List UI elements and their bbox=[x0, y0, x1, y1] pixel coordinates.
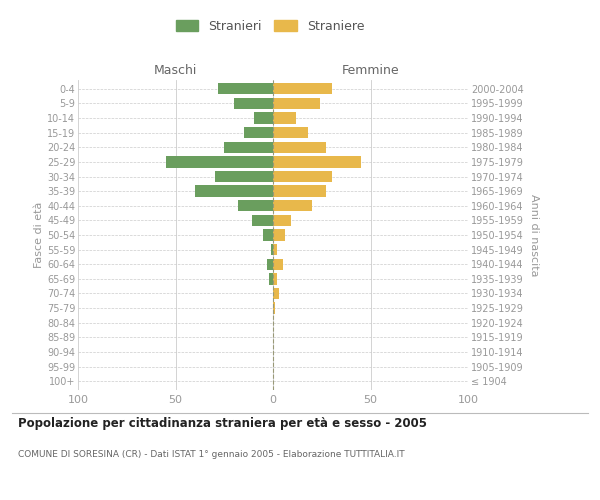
Bar bbox=[215, 171, 273, 182]
Bar bbox=[166, 156, 273, 168]
Bar bbox=[273, 244, 277, 256]
Bar bbox=[269, 273, 273, 284]
Bar bbox=[273, 302, 275, 314]
Bar bbox=[273, 156, 361, 168]
Bar bbox=[244, 127, 273, 138]
Bar bbox=[251, 214, 273, 226]
Y-axis label: Fasce di età: Fasce di età bbox=[34, 202, 44, 268]
Bar bbox=[273, 83, 331, 94]
Bar bbox=[273, 186, 326, 197]
Bar bbox=[273, 230, 285, 240]
Bar bbox=[218, 83, 273, 94]
Bar bbox=[271, 244, 273, 256]
Bar bbox=[263, 230, 273, 240]
Bar bbox=[273, 214, 290, 226]
Bar bbox=[273, 273, 277, 284]
Bar bbox=[254, 112, 273, 124]
Bar bbox=[273, 258, 283, 270]
Text: COMUNE DI SORESINA (CR) - Dati ISTAT 1° gennaio 2005 - Elaborazione TUTTITALIA.I: COMUNE DI SORESINA (CR) - Dati ISTAT 1° … bbox=[18, 450, 404, 459]
Text: Femmine: Femmine bbox=[341, 64, 400, 77]
Bar bbox=[273, 98, 320, 109]
Bar bbox=[238, 200, 273, 211]
Bar bbox=[273, 288, 279, 299]
Bar bbox=[273, 112, 296, 124]
Bar bbox=[273, 200, 312, 211]
Bar bbox=[234, 98, 273, 109]
Bar bbox=[224, 142, 273, 153]
Text: Popolazione per cittadinanza straniera per età e sesso - 2005: Popolazione per cittadinanza straniera p… bbox=[18, 418, 427, 430]
Bar bbox=[273, 142, 326, 153]
Bar bbox=[267, 258, 273, 270]
Y-axis label: Anni di nascita: Anni di nascita bbox=[529, 194, 539, 276]
Bar bbox=[195, 186, 273, 197]
Bar bbox=[273, 171, 331, 182]
Text: Maschi: Maschi bbox=[154, 64, 197, 77]
Bar bbox=[273, 127, 308, 138]
Legend: Stranieri, Straniere: Stranieri, Straniere bbox=[172, 16, 368, 37]
